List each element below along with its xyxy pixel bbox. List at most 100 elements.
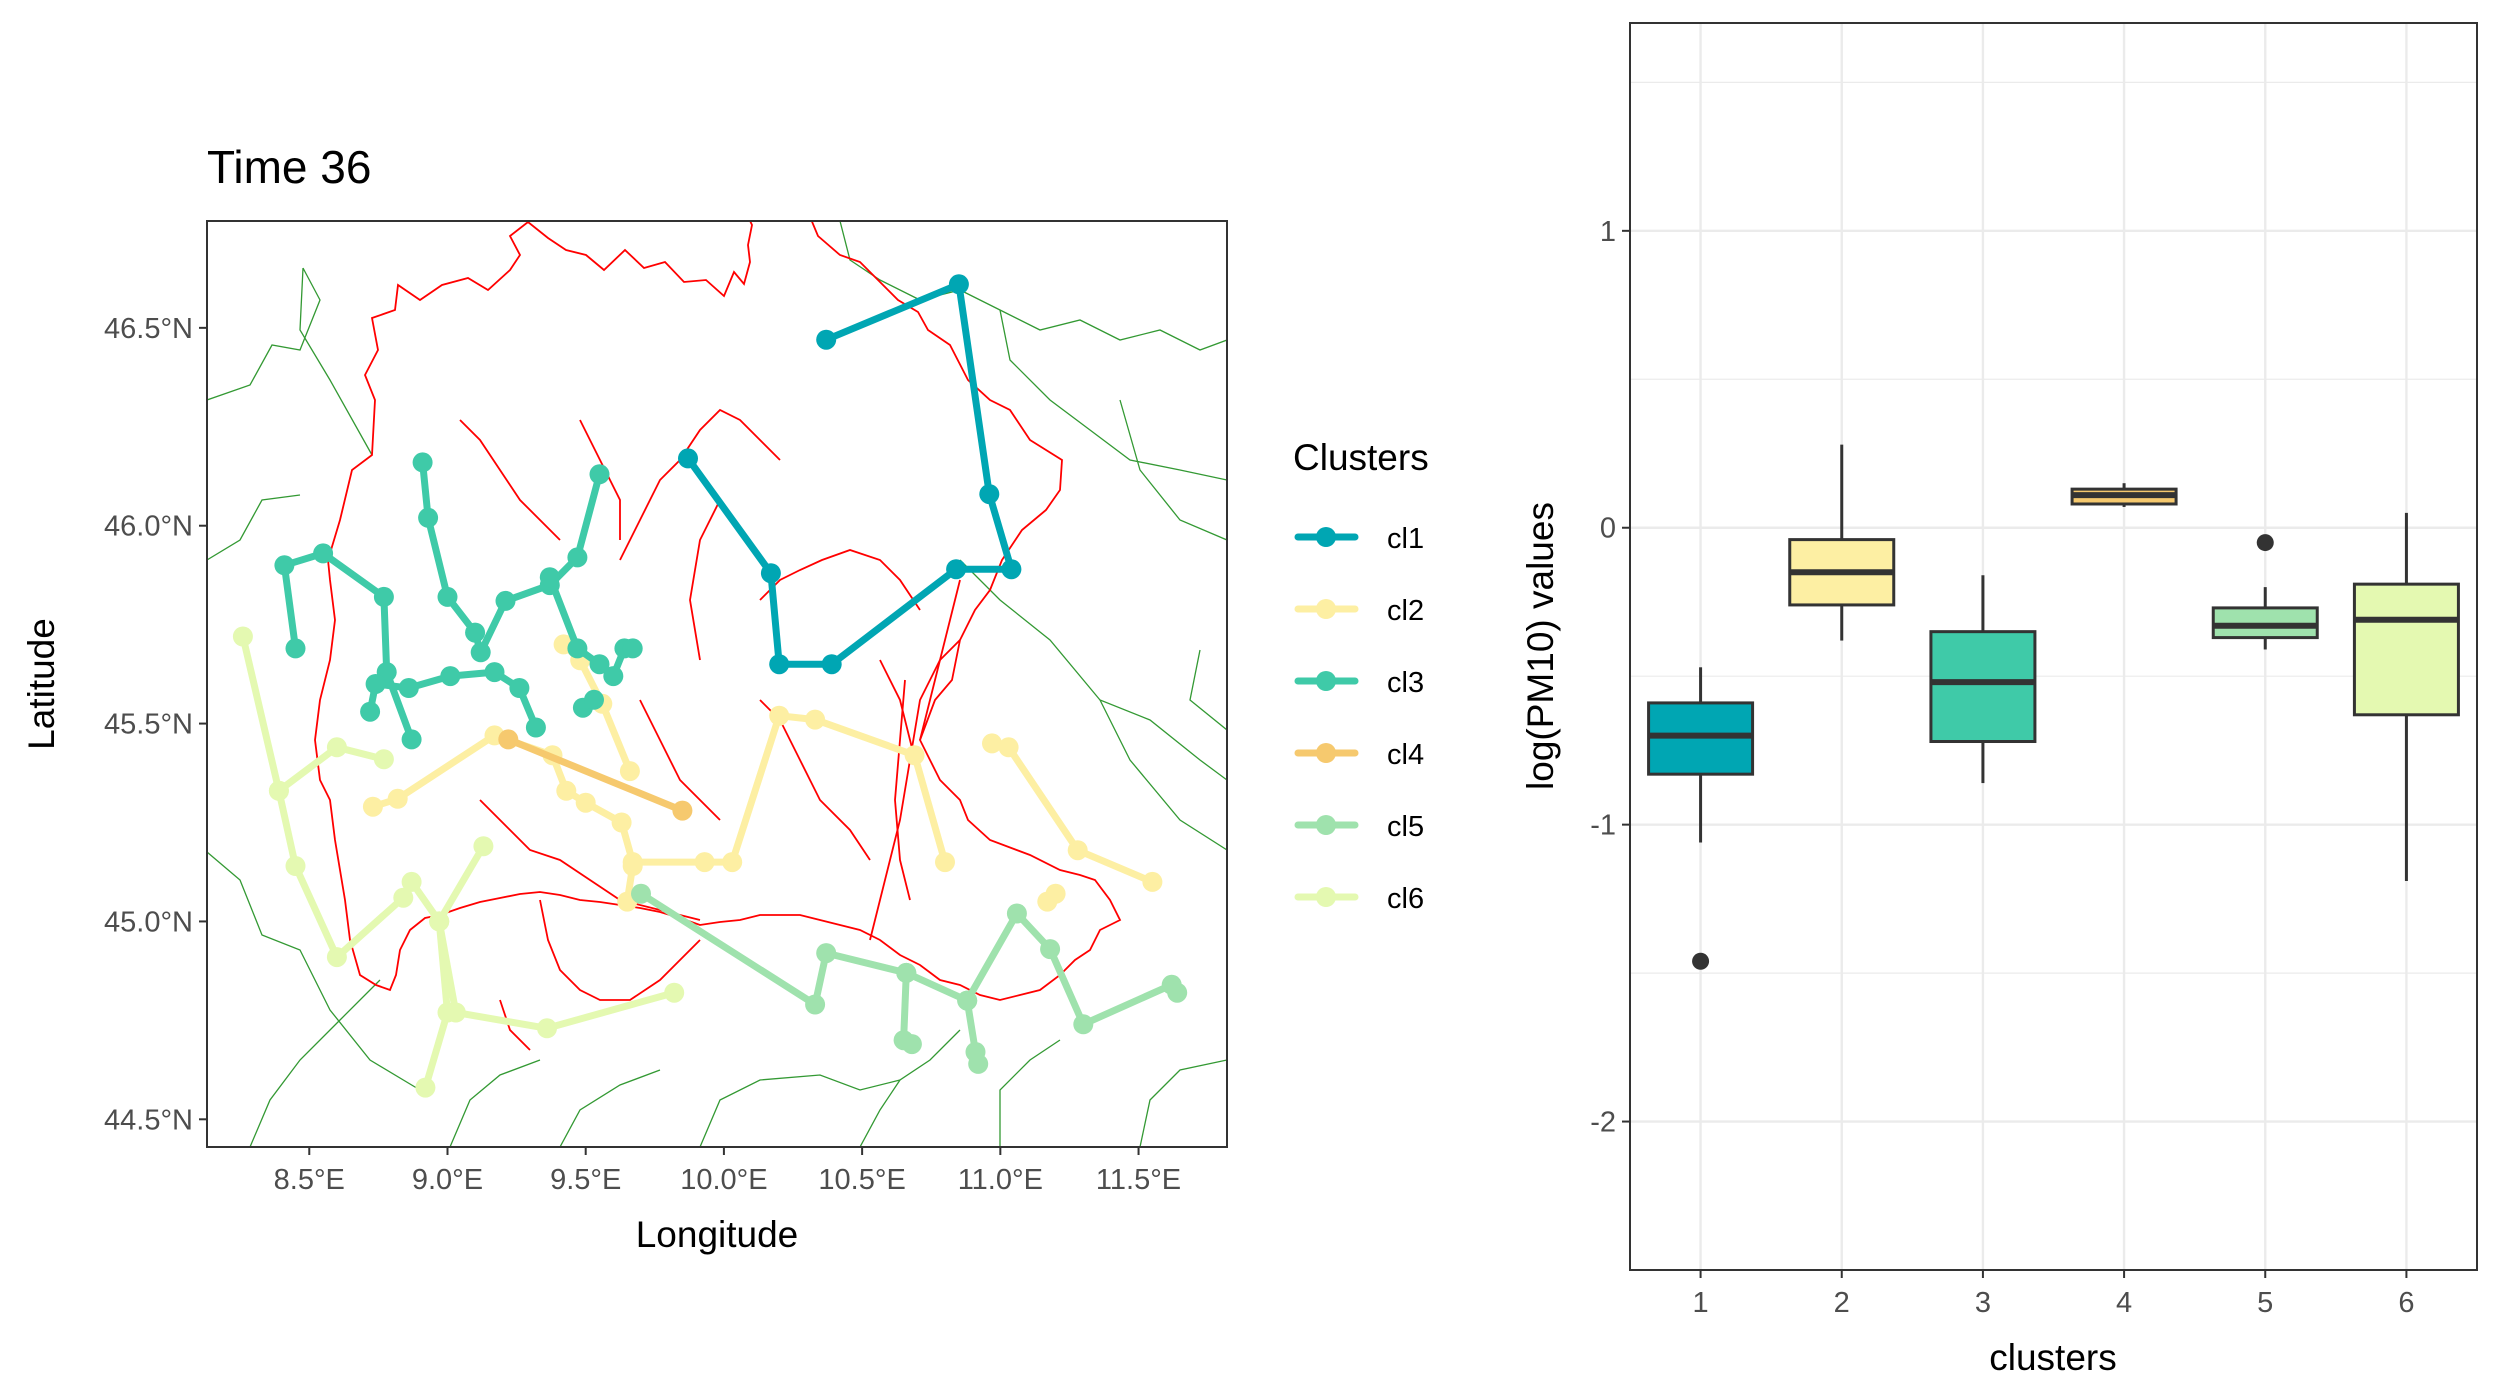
data-point-cl3 [313, 543, 334, 564]
box-cluster-1 [1647, 667, 1755, 970]
data-point-cl2 [1045, 883, 1066, 904]
legend-title: Clusters [1293, 437, 1429, 478]
data-point-cl3 [622, 638, 643, 659]
province-boundary [207, 851, 421, 1091]
data-point-cl4 [672, 800, 693, 821]
data-point-cl5 [1006, 903, 1027, 924]
data-point-cl3 [567, 547, 588, 568]
box-cluster-2 [1788, 444, 1896, 641]
box-cluster-5 [2211, 534, 2319, 650]
data-point-cl1 [816, 329, 837, 350]
data-point-cl2 [805, 709, 826, 730]
data-point-cl3 [398, 678, 419, 698]
legend-items: cl1 cl2 cl3 cl4 cl5 cl6 [1294, 523, 1424, 915]
box-cluster-4 [2070, 483, 2178, 507]
province-boundary [1099, 699, 1227, 851]
cluster-legend: Clusters cl1 cl2 cl3 cl4 cl5 cl6 [1293, 437, 1429, 915]
legend-item-cl2: cl2 [1294, 595, 1424, 627]
region-boundary-inner [869, 639, 961, 941]
province-boundary [559, 1069, 661, 1147]
data-point-cl1 [979, 484, 1000, 505]
data-point-cl6 [232, 626, 253, 647]
region-boundary-inner [639, 699, 721, 821]
region-boundary-inner [499, 999, 531, 1051]
region-boundary-inner [619, 408, 781, 561]
boxplot-panel: 1 2 3 4 5 6 1 0 -1 -2 clusters log(PM10) values [1520, 22, 2478, 1378]
boxplot-panel-background [1630, 23, 2477, 1270]
map-panel-border [206, 220, 1228, 1148]
data-point-cl1 [769, 654, 790, 675]
legend-item-cl5: cl5 [1294, 811, 1424, 843]
outlier-point [1692, 952, 1710, 970]
y-tick-label: 46.5°N [104, 313, 193, 345]
region-boundary [314, 221, 1122, 1051]
data-point-cl5 [896, 962, 917, 983]
legend-key-point [1316, 887, 1336, 907]
province-boundary [1189, 649, 1227, 731]
province-boundary [859, 1029, 961, 1147]
data-point-cl6 [326, 947, 347, 968]
map-title: Time 36 [207, 141, 371, 193]
data-point-cl3 [365, 674, 386, 694]
legend-key-point [1316, 815, 1336, 835]
province-boundary [699, 1074, 901, 1147]
province-boundary [249, 979, 381, 1147]
region-boundary-inner [759, 549, 921, 611]
box-iqr [2352, 582, 2460, 717]
data-point-cl2 [904, 745, 925, 766]
x-tick-label: 4 [2116, 1287, 2132, 1319]
data-point-cl2 [556, 780, 577, 801]
map-y-axis-title: Latitude [21, 618, 62, 750]
data-point-cl3 [525, 717, 546, 738]
boxplot-boxes [1647, 444, 2460, 970]
data-point-cl2 [982, 733, 1002, 754]
legend-key-point [1316, 671, 1336, 691]
data-point-cl5 [816, 943, 837, 964]
data-point-cl3 [470, 642, 491, 663]
data-point-cl3 [401, 729, 422, 750]
data-point-cl2 [694, 852, 715, 873]
boxplot-x-axis-title: clusters [1989, 1337, 2116, 1378]
data-point-cl3 [484, 662, 505, 683]
data-point-cl2 [575, 792, 596, 813]
map-plot-area [207, 221, 1227, 1147]
data-point-cl3 [285, 638, 306, 659]
data-point-cl1 [760, 563, 781, 584]
data-point-cl6 [537, 1018, 557, 1039]
boxplot-y-axis: 1 0 -1 -2 [1590, 216, 1630, 1139]
data-point-cl3 [440, 666, 461, 687]
data-point-cl2 [387, 788, 408, 809]
data-point-cl5 [805, 994, 826, 1015]
legend-key-point [1316, 743, 1336, 763]
province-boundary [207, 267, 321, 401]
y-tick-label: 1 [1600, 216, 1616, 248]
outlier-point [2256, 534, 2274, 552]
data-point-cl5 [1040, 939, 1061, 960]
province-boundary [299, 267, 373, 456]
province-boundary [1119, 399, 1227, 541]
y-tick-label: -2 [1590, 1107, 1616, 1139]
data-point-cl5 [631, 883, 651, 904]
data-point-cl6 [473, 836, 494, 857]
x-tick-label: 11.5°E [1096, 1164, 1181, 1196]
region-boundary-inner [689, 499, 721, 661]
data-point-cl3 [495, 590, 516, 611]
x-tick-label: 9.5°E [550, 1164, 621, 1196]
data-point-cl2 [1142, 871, 1163, 892]
data-point-cl5 [968, 1053, 989, 1074]
legend-item-cl6: cl6 [1294, 883, 1424, 915]
data-point-cl2 [622, 856, 643, 876]
data-point-cl2 [619, 761, 640, 782]
data-point-cl3 [412, 452, 433, 473]
series-cl6 [232, 626, 685, 1098]
legend-item-cl1: cl1 [1294, 523, 1424, 555]
data-point-cl5 [957, 990, 978, 1011]
data-point-cl5 [901, 1034, 922, 1055]
data-point-cl6 [326, 737, 347, 758]
map-x-axis-title: Longitude [636, 1214, 799, 1255]
data-point-cl1 [678, 448, 698, 469]
region-boundary-inner [539, 899, 701, 1001]
map-x-axis: 8.5°E 9.0°E 9.5°E 10.0°E 10.5°E 11.0°E 11.5°E [274, 1147, 1181, 1196]
data-point-cl4 [498, 729, 519, 750]
